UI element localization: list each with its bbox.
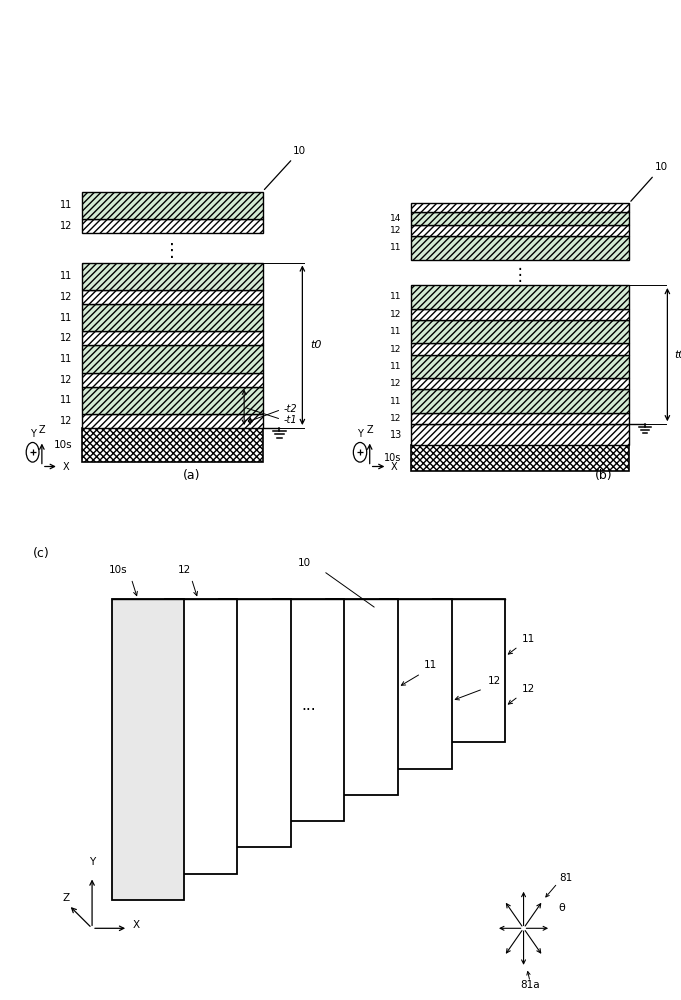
- Bar: [411, 320, 629, 343]
- Bar: [433, 599, 505, 742]
- Text: 12: 12: [60, 292, 72, 302]
- Text: 11: 11: [390, 243, 402, 252]
- Bar: [411, 212, 629, 225]
- Bar: [82, 263, 263, 290]
- Bar: [82, 219, 263, 233]
- Bar: [411, 413, 629, 424]
- Text: 10: 10: [631, 162, 667, 201]
- Text: 12: 12: [390, 226, 402, 235]
- Bar: [82, 331, 263, 345]
- Text: 11: 11: [390, 327, 402, 336]
- Bar: [82, 345, 263, 372]
- Text: 10s: 10s: [109, 565, 127, 575]
- Text: 10s: 10s: [54, 440, 72, 450]
- Bar: [411, 389, 629, 413]
- Text: 12: 12: [522, 684, 535, 694]
- Text: 11: 11: [61, 354, 72, 364]
- Bar: [82, 192, 263, 219]
- Text: -t2: -t2: [253, 404, 298, 420]
- Bar: [82, 387, 263, 414]
- Text: 12: 12: [60, 333, 72, 343]
- Text: 12: 12: [390, 310, 402, 319]
- Text: Y: Y: [357, 429, 363, 439]
- Text: θ: θ: [559, 903, 566, 913]
- Text: -t1: -t1: [247, 408, 298, 425]
- Text: 12: 12: [390, 344, 402, 354]
- Text: t0: t0: [674, 350, 681, 360]
- Bar: [411, 378, 629, 389]
- Bar: [411, 343, 629, 355]
- Text: 12: 12: [60, 416, 72, 426]
- Text: 10: 10: [298, 558, 311, 568]
- Bar: [411, 285, 629, 309]
- Text: 12: 12: [60, 221, 72, 231]
- Text: 10: 10: [264, 146, 306, 190]
- Text: 14: 14: [390, 214, 402, 223]
- Text: 81: 81: [560, 873, 573, 883]
- Text: 11: 11: [61, 313, 72, 323]
- Text: 13: 13: [390, 430, 402, 440]
- Bar: [82, 290, 263, 304]
- Text: 12: 12: [390, 414, 402, 423]
- Text: Z: Z: [63, 893, 69, 903]
- Bar: [165, 599, 237, 874]
- Text: 11: 11: [61, 271, 72, 281]
- Text: ···: ···: [301, 703, 316, 718]
- Text: (c): (c): [33, 547, 50, 560]
- Bar: [112, 599, 184, 900]
- Bar: [82, 372, 263, 387]
- Bar: [411, 236, 629, 260]
- Bar: [219, 599, 291, 847]
- Text: X: X: [63, 462, 69, 472]
- Text: 81a: 81a: [520, 980, 540, 990]
- Text: 11: 11: [390, 292, 402, 301]
- Text: 11: 11: [61, 200, 72, 210]
- Text: X: X: [132, 920, 140, 930]
- Text: ⋮: ⋮: [163, 242, 181, 260]
- Bar: [411, 445, 629, 471]
- Text: Z: Z: [366, 425, 373, 435]
- Text: 12: 12: [178, 565, 191, 575]
- Text: 11: 11: [390, 362, 402, 371]
- Text: 10s: 10s: [384, 453, 402, 463]
- Text: 11: 11: [390, 397, 402, 406]
- Bar: [82, 304, 263, 331]
- Text: Z: Z: [39, 425, 45, 435]
- Bar: [272, 599, 345, 821]
- Text: ⋮: ⋮: [512, 266, 528, 284]
- Bar: [326, 599, 398, 795]
- Bar: [411, 424, 629, 445]
- Text: 12: 12: [488, 676, 501, 686]
- Bar: [380, 599, 452, 768]
- Text: 12: 12: [60, 375, 72, 385]
- Bar: [82, 428, 263, 462]
- Bar: [411, 355, 629, 378]
- Text: 11: 11: [522, 634, 535, 644]
- Text: Y: Y: [30, 429, 35, 439]
- Bar: [82, 414, 263, 428]
- Bar: [411, 225, 629, 236]
- Text: Y: Y: [89, 857, 95, 867]
- Bar: [411, 309, 629, 320]
- Bar: [411, 203, 629, 212]
- Text: 11: 11: [61, 395, 72, 405]
- Text: t0: t0: [310, 340, 321, 350]
- Text: X: X: [391, 462, 398, 472]
- Text: 11: 11: [424, 660, 437, 670]
- Text: (b): (b): [595, 469, 612, 482]
- Text: (a): (a): [183, 469, 201, 482]
- Text: 12: 12: [390, 379, 402, 388]
